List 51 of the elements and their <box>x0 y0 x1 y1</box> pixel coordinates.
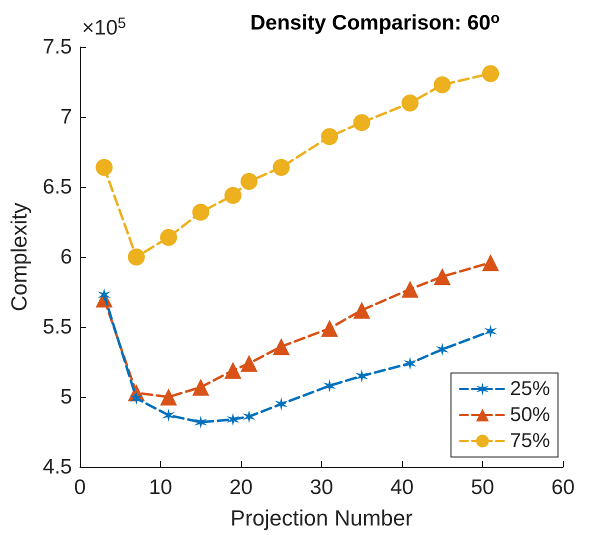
y-tick-label: 7 <box>60 106 72 128</box>
x-tick-label: 20 <box>229 476 253 499</box>
x-axis-title: Projection Number <box>230 506 413 530</box>
point <box>402 94 419 112</box>
point <box>484 324 498 338</box>
y-tick-label: 6 <box>60 246 72 268</box>
point <box>224 362 242 379</box>
point <box>323 379 336 392</box>
point <box>402 280 419 298</box>
point <box>242 410 256 424</box>
point <box>436 342 449 356</box>
point <box>482 65 500 82</box>
point <box>160 388 178 406</box>
point <box>321 320 338 337</box>
point <box>192 378 210 396</box>
point <box>272 158 290 176</box>
point <box>226 412 240 426</box>
y-tick-label: 6.5 <box>42 176 72 198</box>
x-tick-label: 0 <box>74 476 86 499</box>
point <box>162 408 176 422</box>
y-axis-title: Complexity <box>6 202 32 312</box>
x-tick-label: 30 <box>310 476 334 499</box>
x-tick-label: 40 <box>390 476 414 499</box>
point <box>434 268 451 286</box>
point <box>274 398 288 410</box>
point <box>434 76 451 94</box>
x-tick-label: 60 <box>551 476 575 499</box>
point <box>96 158 113 176</box>
point <box>240 354 258 372</box>
point <box>240 172 258 190</box>
legend-label: 25% <box>510 378 550 400</box>
point <box>353 302 370 319</box>
x-tick-label: 50 <box>470 476 494 499</box>
point <box>355 370 368 382</box>
legend-label: 75% <box>510 430 550 452</box>
point <box>224 186 242 204</box>
point <box>404 356 417 370</box>
y-tick-label: 5.5 <box>42 316 72 338</box>
point <box>194 416 208 429</box>
point <box>272 338 290 356</box>
y-tick-label: 7.5 <box>42 36 72 58</box>
point <box>128 248 145 266</box>
point <box>353 114 370 132</box>
point <box>321 128 338 146</box>
x-tick-label: 10 <box>148 476 172 499</box>
point <box>192 204 210 221</box>
y-tick-label: 5 <box>60 386 72 408</box>
point <box>482 254 500 272</box>
legend-label: 50% <box>510 404 550 426</box>
point <box>160 228 178 246</box>
y-tick-label: 4.5 <box>42 456 72 478</box>
